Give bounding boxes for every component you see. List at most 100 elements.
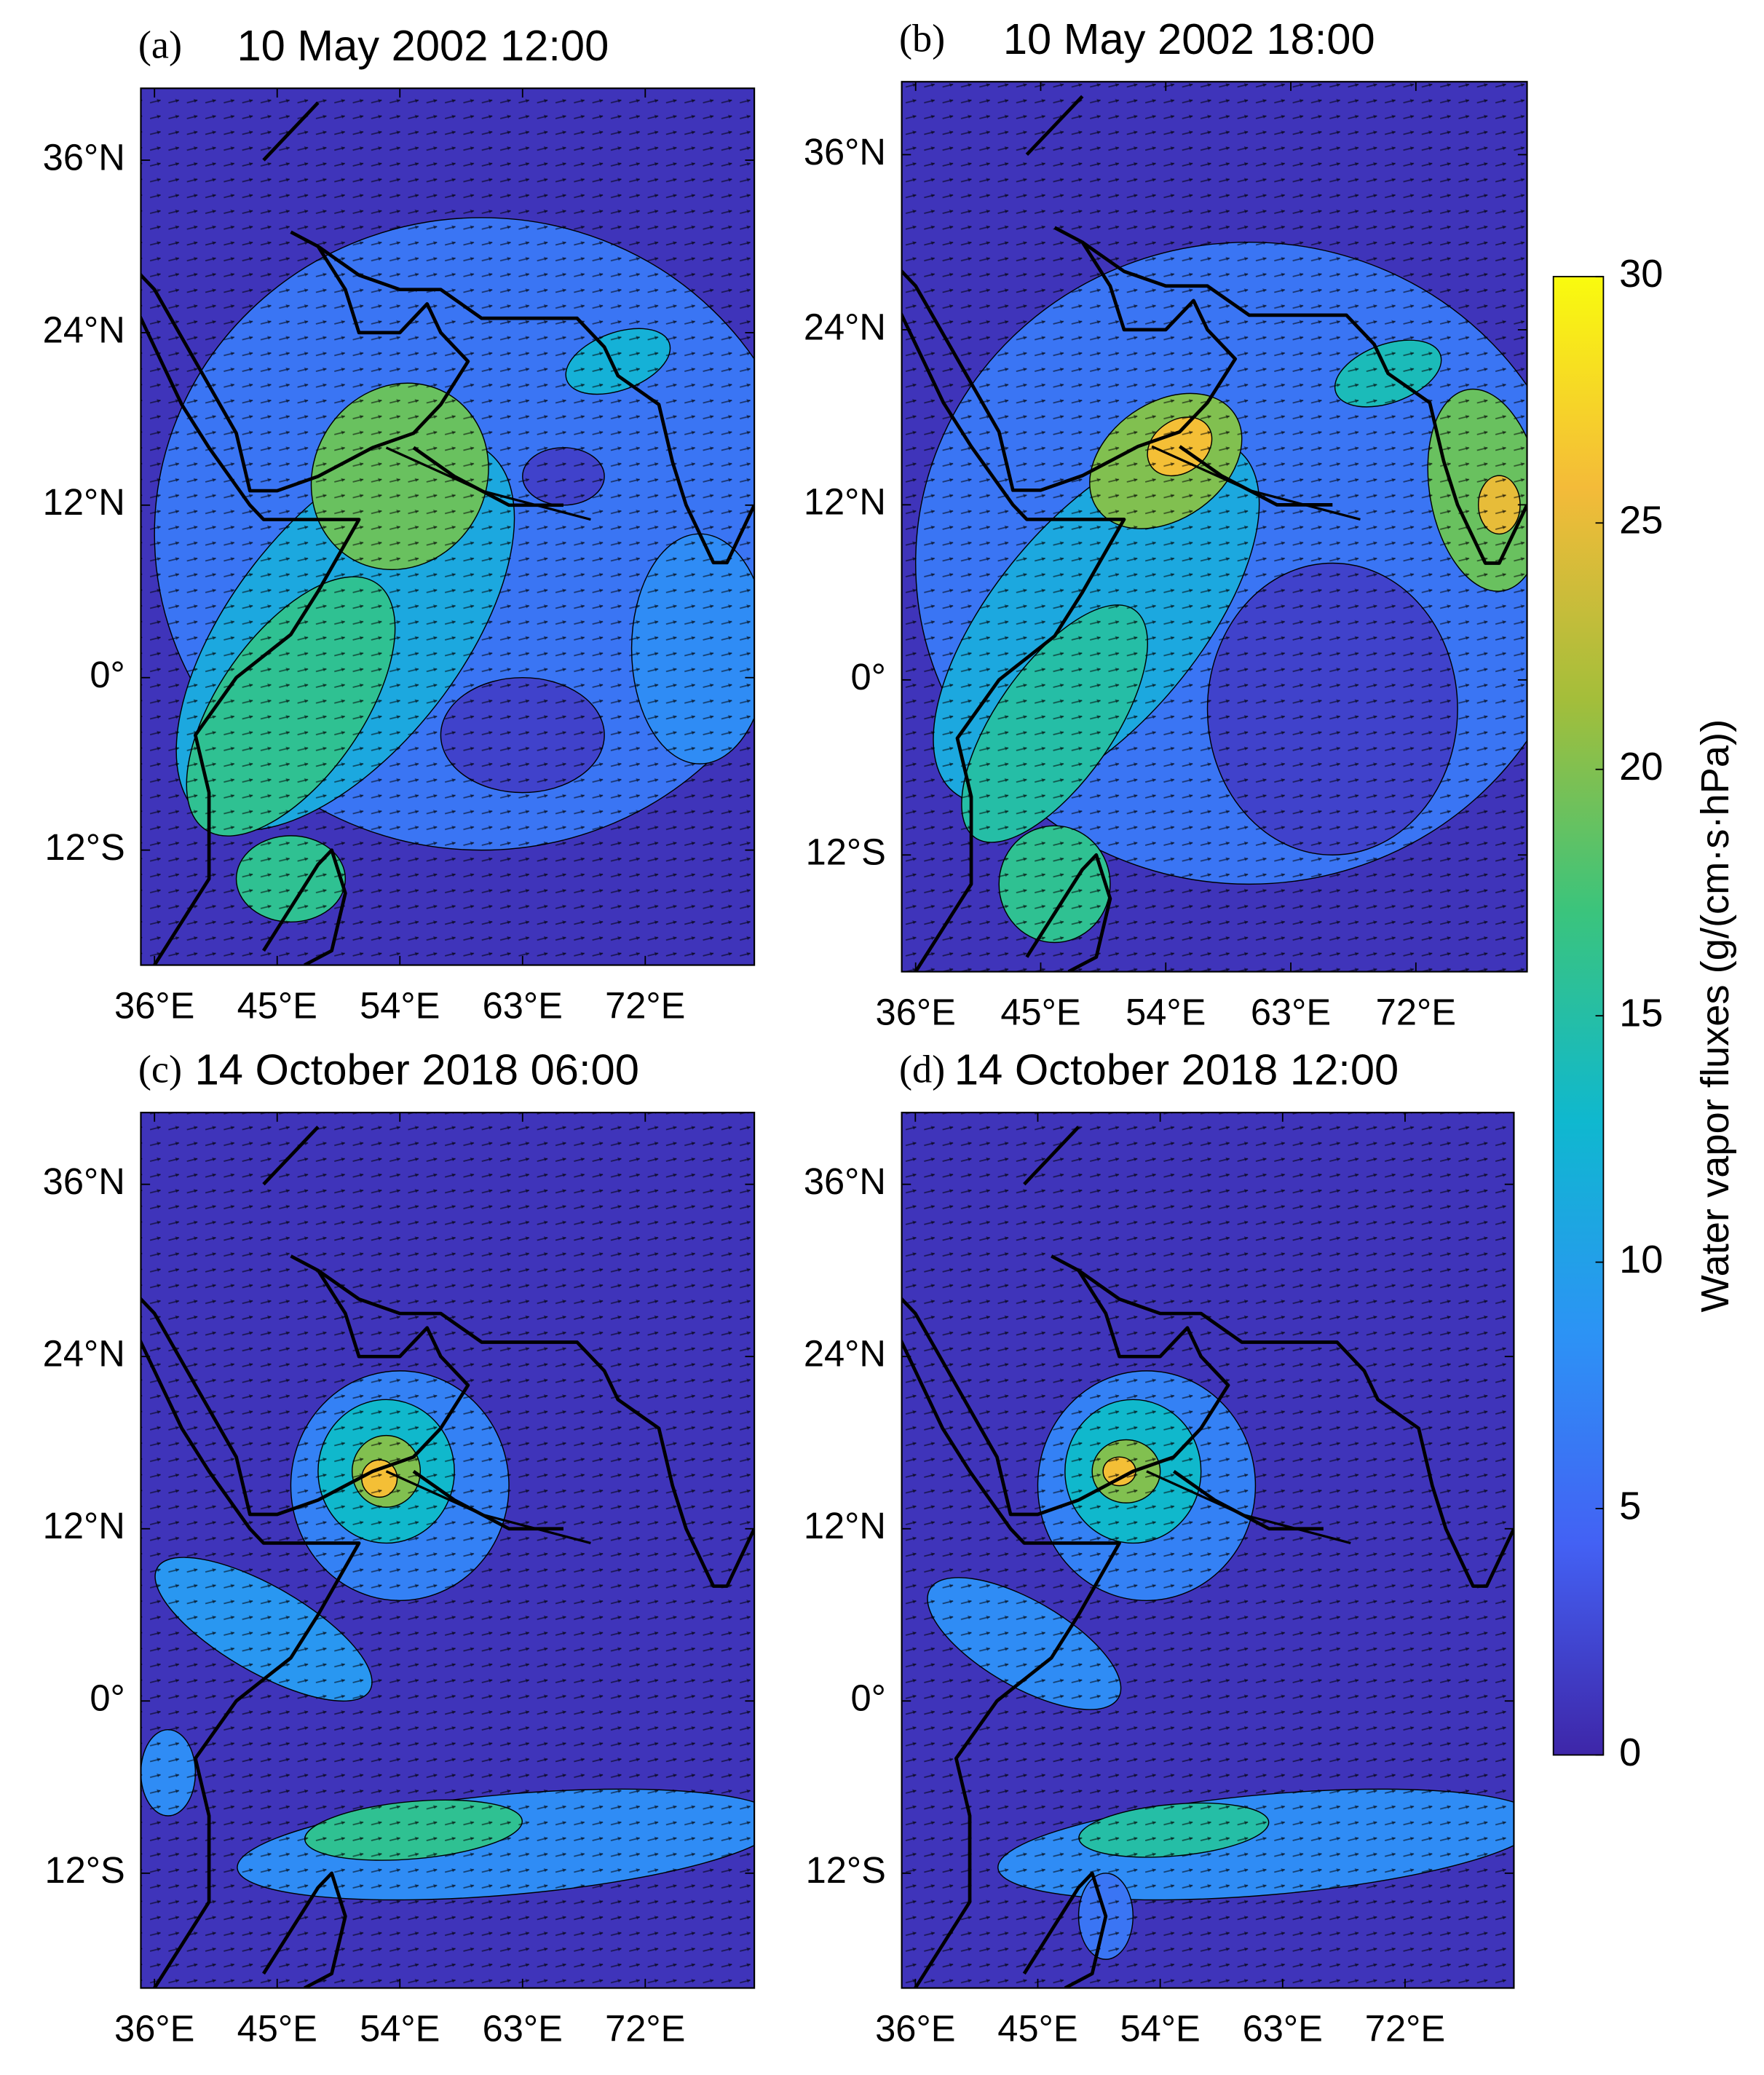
coastline <box>262 1871 347 1988</box>
x-tick-label: 72°E <box>1376 992 1456 1033</box>
y-tick-label: 12°N <box>43 1505 125 1546</box>
map-panel: (b) 10 May 2002 18:00 36°E 45°E 54°E 63°E 72°E… <box>804 15 1528 1033</box>
colorbar-tick-label: 5 <box>1619 1484 1641 1527</box>
x-tick-label: 63°E <box>1251 992 1331 1033</box>
y-tick-label: 12°S <box>806 831 886 873</box>
coastline <box>1022 1871 1108 1988</box>
colorbar-tick-label: 10 <box>1619 1238 1663 1281</box>
colorbar-tick-label: 0 <box>1619 1731 1641 1774</box>
panel-title: 14 October 2018 12:00 <box>954 1046 1399 1094</box>
colorbar-tick-label: 25 <box>1619 499 1663 542</box>
panel-label: (b) <box>899 16 945 60</box>
y-tick-label: 0° <box>90 654 124 695</box>
y-tick-label: 36°N <box>804 131 886 173</box>
cyclone-track <box>385 1470 591 1545</box>
panel-label: (c) <box>138 1047 182 1091</box>
coastline <box>262 1126 320 1186</box>
coastline <box>141 314 361 965</box>
y-tick-label: 0° <box>851 1677 886 1719</box>
coastline <box>141 1254 470 1517</box>
map-field <box>141 1112 755 1988</box>
x-tick-label: 36°E <box>875 2008 955 2050</box>
coastline <box>317 245 755 565</box>
colorbar-tick-label: 20 <box>1619 745 1663 788</box>
coastline <box>1077 1268 1514 1588</box>
x-tick-label: 63°E <box>1243 2008 1323 2050</box>
wind-vectors <box>141 88 755 965</box>
colorbar-tick-label: 30 <box>1619 252 1663 296</box>
coastline <box>901 1337 1121 1988</box>
coastline <box>901 1254 1230 1517</box>
x-tick-label: 54°E <box>360 985 440 1027</box>
map-frame <box>140 1111 756 1989</box>
map-panel: (a) 10 May 2002 12:00 36°E 45°E 54°E 63°E 72°E… <box>43 21 756 1027</box>
y-tick-label: 12°N <box>43 481 125 523</box>
colorbar: 0 5 10 15 20 25 30 Water vapor fluxes (g/(cm·s·… <box>1552 252 1737 1774</box>
wind-vectors <box>141 1112 755 1988</box>
y-tick-label: 12°S <box>806 1849 886 1891</box>
colorbar-label: Water vapor fluxes (g/(cm·s·hPa)) <box>1693 719 1737 1313</box>
coastline <box>901 311 1126 972</box>
x-tick-label: 36°E <box>876 992 956 1033</box>
y-tick-label: 36°N <box>43 1161 125 1202</box>
coastline <box>141 1337 361 1988</box>
coastline <box>317 1268 755 1588</box>
panel-title: 10 May 2002 18:00 <box>1003 15 1375 63</box>
map-panel: (c) 14 October 2018 06:00 36°E 45°E 54°E 63°E… <box>43 1046 756 2050</box>
panel-title: 10 May 2002 12:00 <box>237 21 609 70</box>
x-tick-label: 63°E <box>483 985 563 1027</box>
coastline <box>1025 95 1084 157</box>
coastline <box>262 101 320 162</box>
y-tick-label: 36°N <box>804 1161 886 1202</box>
y-tick-label: 12°S <box>44 826 124 868</box>
wind-vectors <box>901 1112 1514 1988</box>
map-field <box>141 88 755 965</box>
x-tick-label: 45°E <box>1000 992 1080 1033</box>
x-tick-label: 54°E <box>1120 2008 1200 2050</box>
cyclone-track <box>385 446 591 521</box>
x-tick-label: 36°E <box>114 2008 194 2050</box>
coastline <box>1081 240 1527 565</box>
y-tick-label: 12°S <box>44 1849 124 1891</box>
coastline <box>141 230 470 493</box>
map-field <box>901 82 1527 972</box>
colorbar-tick-label: 15 <box>1619 991 1663 1035</box>
coastline <box>901 226 1238 492</box>
map-frame <box>140 87 756 966</box>
map-frame <box>901 81 1528 973</box>
x-tick-label: 72°E <box>605 2008 685 2050</box>
y-tick-label: 12°N <box>804 481 886 523</box>
x-tick-label: 72°E <box>605 985 685 1027</box>
coastline <box>262 848 347 965</box>
x-tick-label: 72°E <box>1365 2008 1445 2050</box>
cyclone-track <box>1151 445 1361 521</box>
x-tick-label: 45°E <box>997 2008 1077 2050</box>
y-tick-label: 24°N <box>804 306 886 347</box>
x-tick-label: 36°E <box>114 985 194 1027</box>
y-tick-label: 12°N <box>804 1505 886 1546</box>
x-tick-label: 45°E <box>237 2008 317 2050</box>
map-panel: (d) 14 October 2018 12:00 36°E 45°E 54°E 63°E… <box>804 1046 1515 2050</box>
map-field <box>901 1112 1514 1988</box>
y-tick-label: 24°N <box>43 1333 125 1375</box>
y-tick-label: 24°N <box>43 309 125 350</box>
coastline <box>1023 1126 1080 1186</box>
panel-label: (d) <box>899 1047 945 1091</box>
cyclone-track <box>1146 1470 1351 1545</box>
panel-title: 14 October 2018 06:00 <box>195 1046 639 1094</box>
map-frame <box>901 1111 1515 1989</box>
y-tick-label: 24°N <box>804 1333 886 1375</box>
x-tick-label: 54°E <box>1126 992 1206 1033</box>
wind-vectors <box>901 82 1527 972</box>
y-tick-label: 0° <box>851 656 886 697</box>
y-tick-label: 0° <box>90 1677 124 1719</box>
panel-label: (a) <box>138 23 182 66</box>
x-tick-label: 45°E <box>237 985 317 1027</box>
y-tick-label: 36°N <box>43 136 125 178</box>
x-tick-label: 54°E <box>360 2008 440 2050</box>
colorbar-ramp <box>1552 275 1605 1756</box>
x-tick-label: 63°E <box>483 2008 563 2050</box>
coastline <box>1025 853 1112 972</box>
